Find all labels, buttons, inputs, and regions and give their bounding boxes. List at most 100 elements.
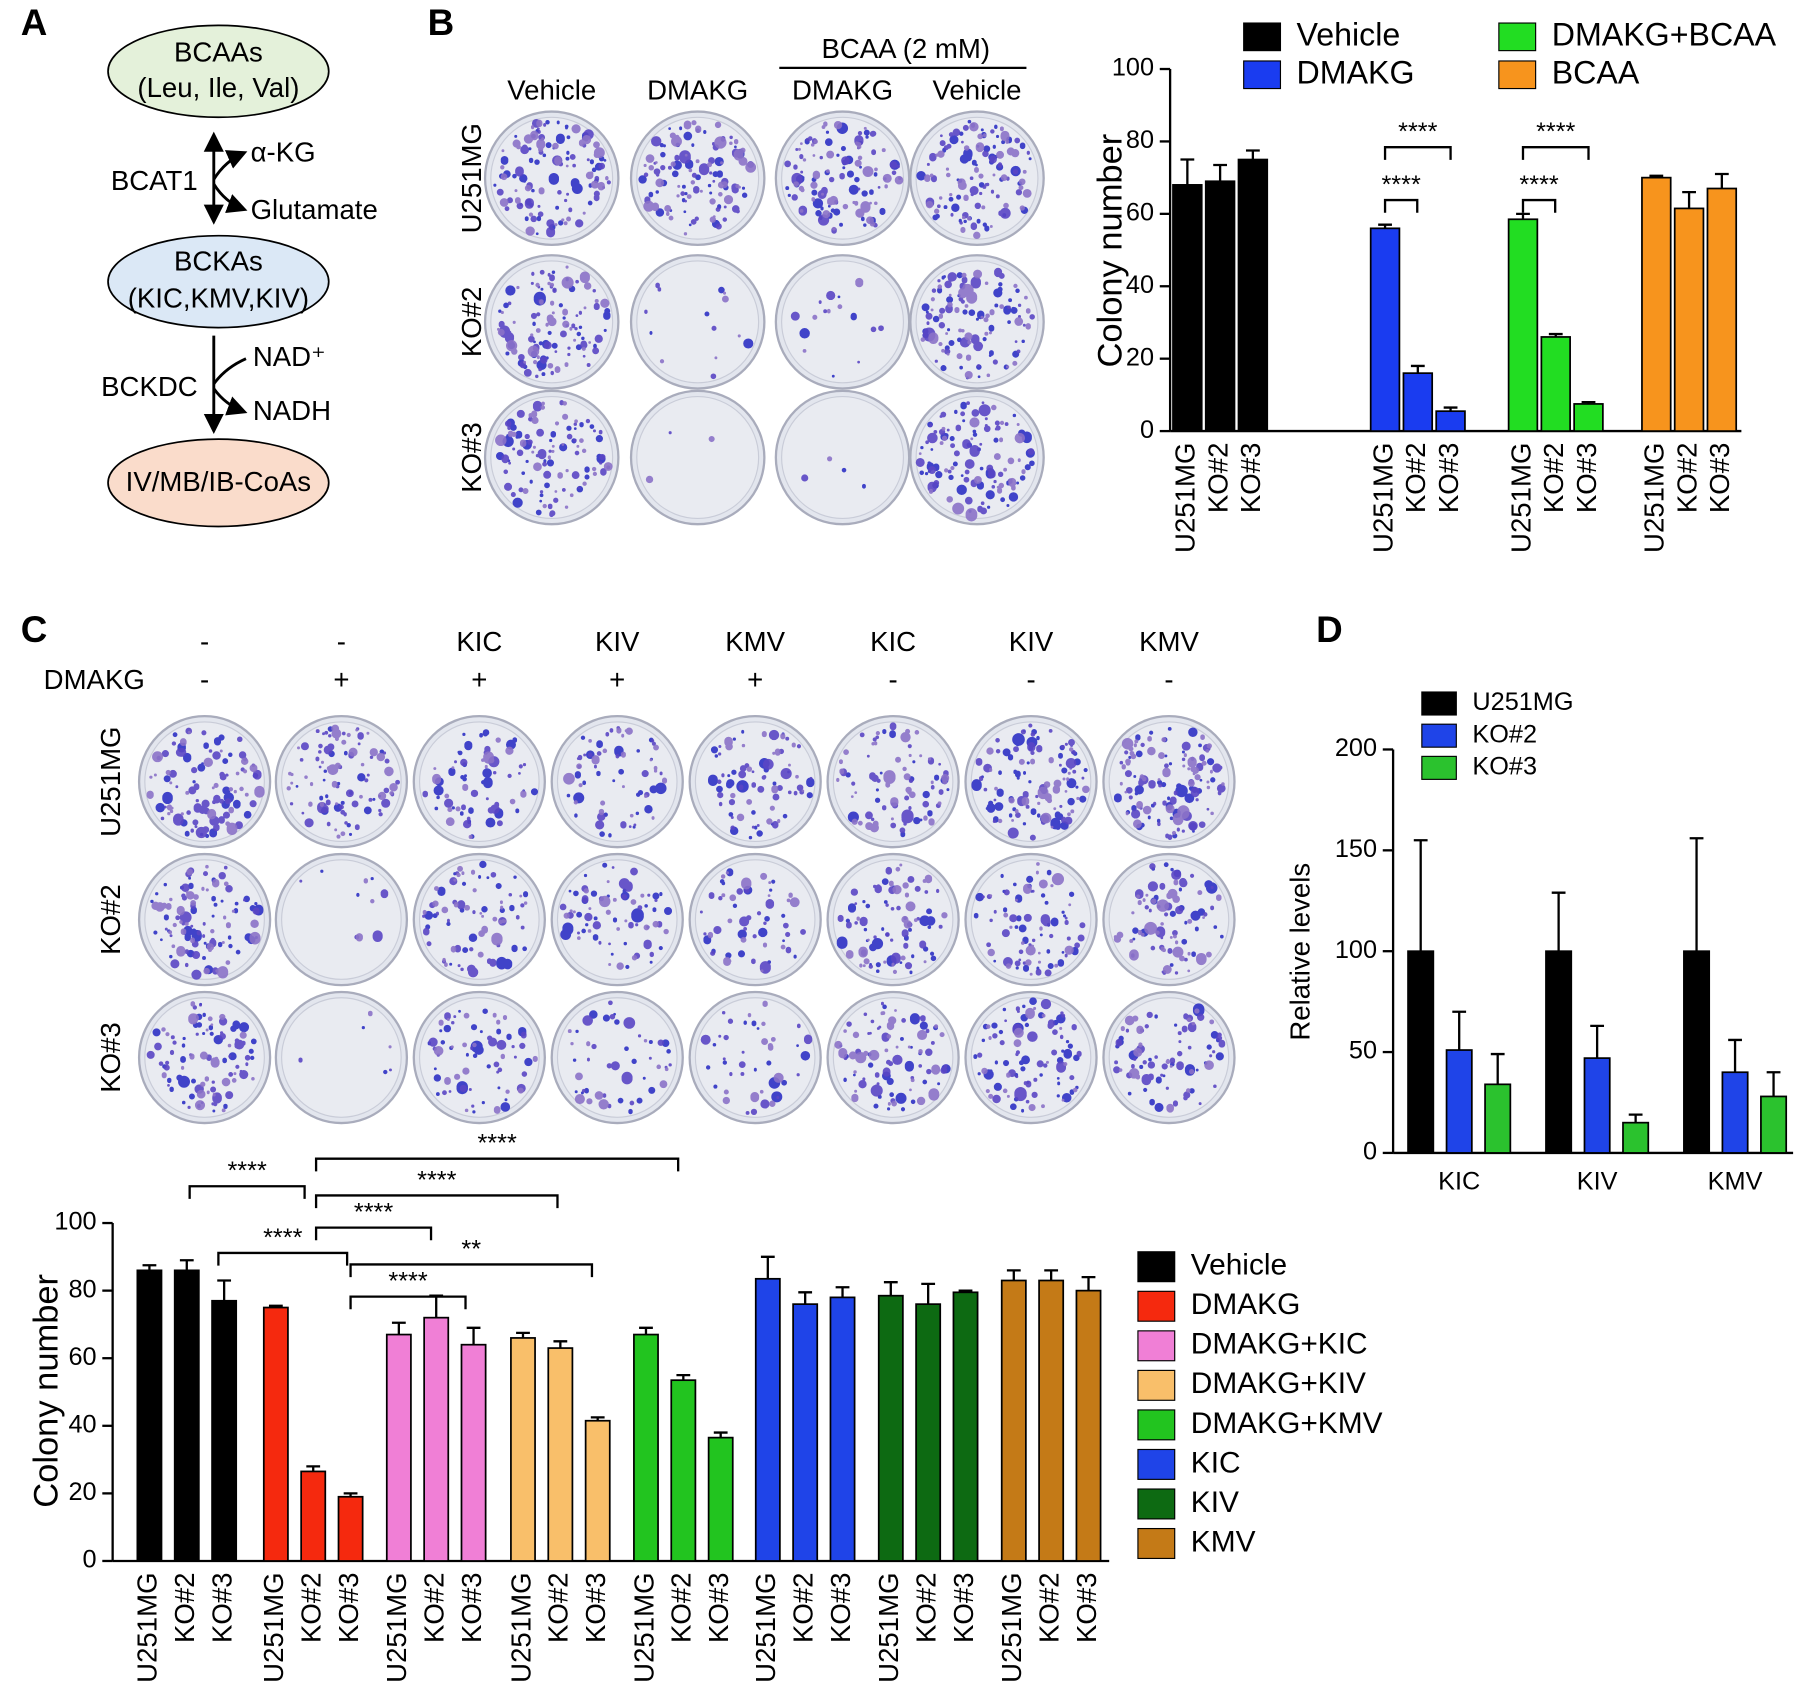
colonies — [668, 431, 672, 435]
colony-plate — [688, 852, 822, 987]
x-tick-label: KO#3 — [948, 1572, 979, 1643]
colonies — [1113, 1011, 1226, 1107]
colony-plate — [826, 990, 960, 1125]
arrow — [212, 150, 248, 181]
colonies — [496, 119, 611, 238]
significance-bracket — [349, 1295, 467, 1310]
y-tick-label: 50 — [1349, 1037, 1377, 1065]
colony-plate — [964, 714, 1098, 849]
dmakg-label: + — [747, 664, 763, 695]
colonies — [971, 729, 1088, 830]
colonies — [164, 865, 260, 980]
supplement-label: - — [337, 626, 346, 657]
legend-swatch — [1137, 1369, 1176, 1401]
x-tick-label: KO#3 — [206, 1572, 237, 1643]
y-tick-label: 100 — [1112, 54, 1154, 82]
y-axis-label: Colony number — [1092, 134, 1130, 368]
colony-plate — [629, 254, 766, 390]
plate-inner — [694, 859, 816, 980]
supplement-label: KIC — [456, 626, 502, 657]
x-tick-label: KO#2 — [1033, 1572, 1064, 1643]
y-tick-label: 80 — [1126, 126, 1154, 154]
plate-inner — [556, 721, 678, 843]
enzyme: BCKDC — [101, 371, 198, 402]
colonies — [497, 265, 610, 374]
colony-plate — [964, 990, 1098, 1125]
significance-label: ** — [461, 1235, 481, 1263]
error-bar — [466, 1326, 481, 1345]
panel-label: C — [21, 609, 48, 650]
bar — [1706, 187, 1738, 432]
cofactor: α-KG — [251, 136, 316, 167]
legend-label: DMAKG+BCAA — [1552, 16, 1777, 52]
bar — [1000, 1279, 1027, 1562]
arrow — [212, 183, 248, 214]
colonies — [151, 864, 261, 979]
colonies — [1118, 1008, 1215, 1113]
x-tick-label: KO#3 — [456, 1572, 487, 1643]
bar — [385, 1333, 412, 1562]
bar — [915, 1303, 942, 1562]
x-tick-label: KO#2 — [1538, 443, 1569, 514]
y-tick-label: 100 — [54, 1208, 96, 1236]
colonies — [724, 731, 805, 825]
plate-inner — [556, 997, 678, 1118]
error-bar — [391, 1321, 406, 1335]
colony-plate — [412, 852, 546, 987]
colonies — [801, 474, 809, 482]
error-bar — [590, 1416, 605, 1421]
colonies — [286, 724, 398, 839]
x-tick-label: U251MG — [750, 1572, 781, 1682]
legend-swatch — [1421, 723, 1457, 748]
bar — [337, 1495, 364, 1562]
error-bar — [921, 1282, 936, 1305]
x-tick-label: KO#2 — [910, 1572, 941, 1643]
colonies — [827, 456, 833, 462]
colonies — [802, 277, 864, 353]
colonies — [843, 1001, 948, 1104]
colony-plate — [1102, 852, 1236, 987]
legend-label: Vehicle — [1191, 1249, 1287, 1282]
pathway-diagram: BCAAs (Leu, Ile, Val) BCKAs (KIC,KMV,KIV… — [101, 24, 378, 528]
error-bar — [883, 1281, 898, 1296]
error-bar — [676, 1373, 691, 1381]
error-bar — [217, 1279, 232, 1301]
colony-plate — [909, 110, 1045, 247]
error-bar — [1490, 1052, 1505, 1085]
significance-bracket — [188, 1185, 306, 1199]
bar — [1038, 1279, 1065, 1562]
colonies — [836, 728, 950, 833]
panel-label: D — [1316, 609, 1343, 650]
dmakg-label: - — [1164, 664, 1173, 695]
legend-label: KMV — [1191, 1525, 1256, 1558]
colonies — [918, 404, 1026, 522]
x-tick-label: U251MG — [1367, 443, 1398, 553]
x-tick-label: U251MG — [996, 1572, 1027, 1682]
plate-inner — [636, 396, 760, 520]
bar — [1507, 218, 1539, 432]
x-tick-label: KO#3 — [333, 1572, 364, 1643]
error-bar — [798, 1291, 813, 1305]
error-bar — [835, 1286, 850, 1298]
significance-label: **** — [1381, 171, 1420, 199]
node-detail: (KIC,KMV,KIV) — [128, 282, 309, 313]
bar — [829, 1296, 856, 1562]
node — [107, 438, 330, 528]
colony-plate — [964, 852, 1098, 987]
error-bar — [1081, 1275, 1096, 1291]
bar — [707, 1436, 734, 1562]
colonies — [793, 120, 904, 231]
significance-label: **** — [354, 1199, 393, 1227]
plate-inner — [781, 396, 905, 520]
legend-swatch — [1137, 1409, 1176, 1441]
colonies — [638, 126, 748, 228]
column-label: DMAKG — [647, 74, 748, 105]
bar — [1237, 158, 1269, 432]
cofactor: NADH — [253, 395, 331, 426]
colonies — [433, 729, 539, 839]
error-bar — [1006, 1269, 1021, 1281]
error-bar — [1044, 1269, 1059, 1281]
column-label: Vehicle — [507, 74, 596, 105]
enzyme: BCAT1 — [111, 165, 198, 196]
colony-plate — [688, 714, 822, 849]
